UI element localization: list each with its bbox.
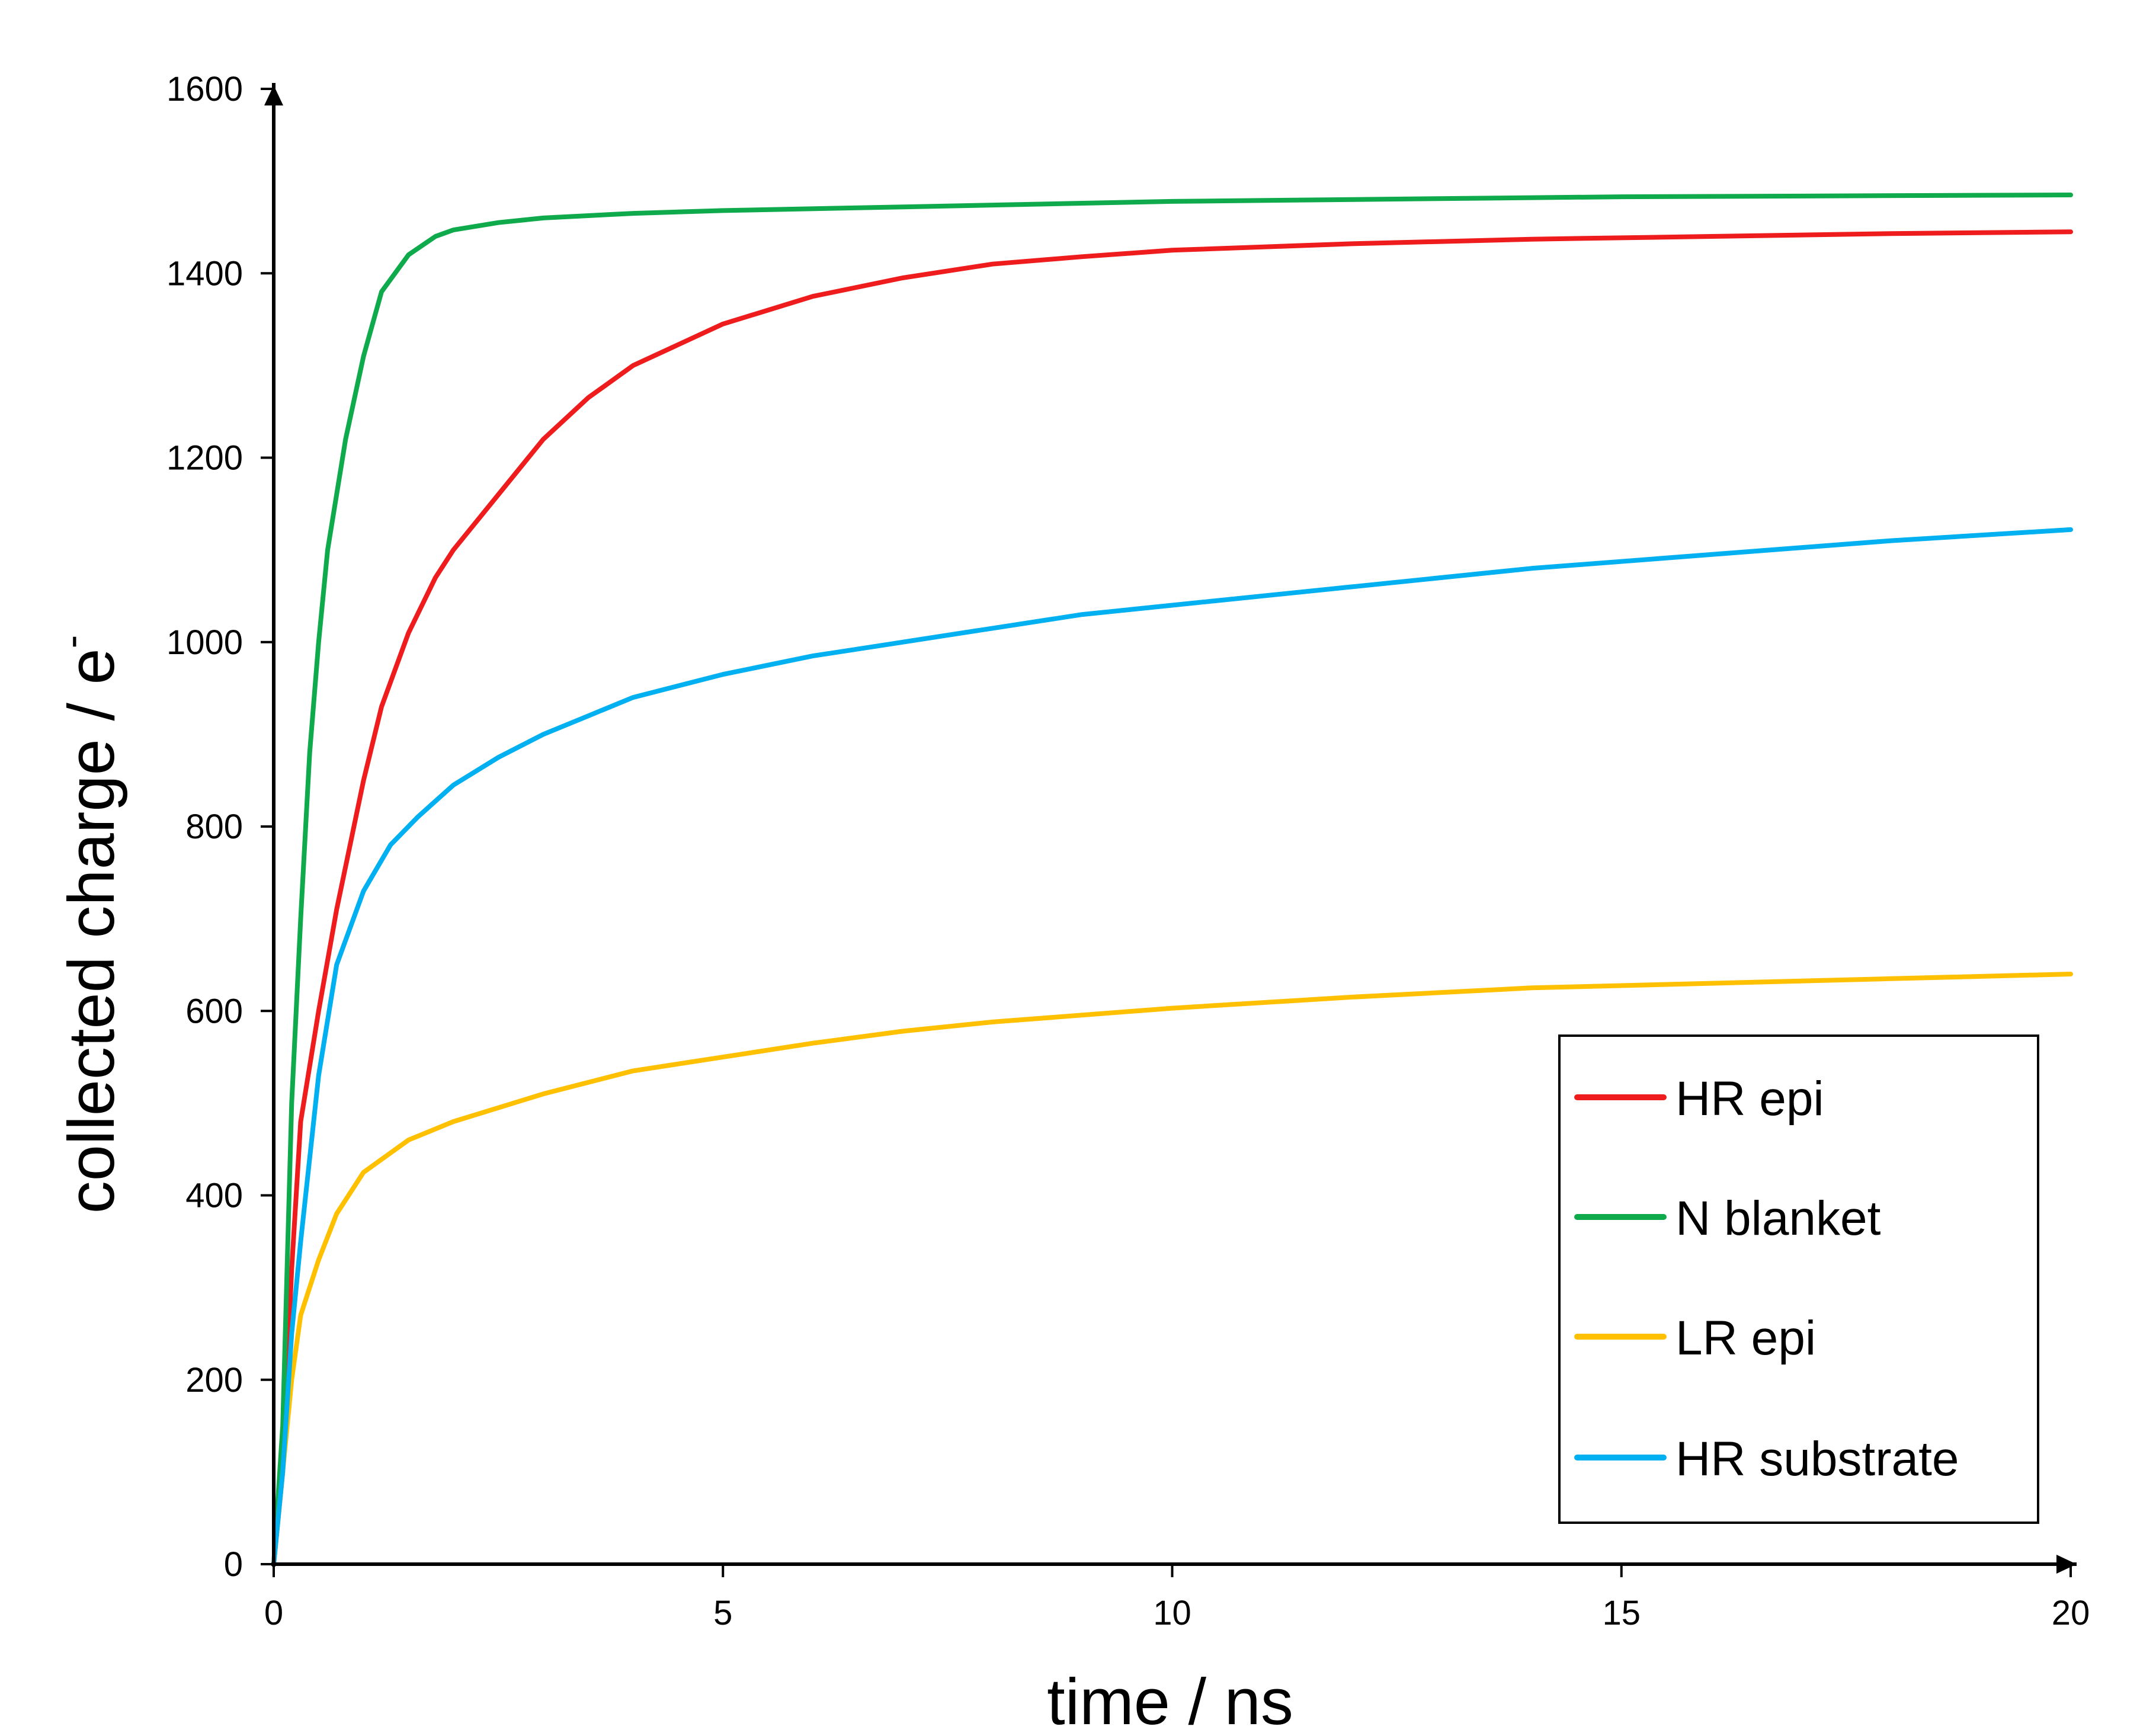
y-tick-label: 600 xyxy=(185,992,243,1030)
y-tick-label: 1000 xyxy=(166,623,243,662)
series-lines xyxy=(271,193,2073,1567)
legend-box xyxy=(1558,1034,2039,1524)
y-tick-label: 0 xyxy=(224,1545,243,1584)
y-axis-ticks: 0 200 400 600 800 1000 1200 1400 1600 xyxy=(166,70,274,1584)
y-tick-label: 1400 xyxy=(166,254,243,293)
series-line-hr-epi xyxy=(271,229,2073,1567)
y-tick-label: 800 xyxy=(185,808,243,846)
y-tick-label: 400 xyxy=(185,1177,243,1215)
x-axis-arrow-icon xyxy=(2056,1555,2077,1574)
legend: HR epi N blanket LR epi HR substrate xyxy=(1558,1034,2039,1524)
x-axis-ticks: 0 5 10 15 20 xyxy=(264,1564,2090,1632)
y-tick-label: 1600 xyxy=(166,70,243,108)
series-line-n-blanket xyxy=(271,193,2073,1567)
legend-items: HR epi N blanket LR epi HR substrate xyxy=(1574,1072,1959,1486)
series-line-lr-epi xyxy=(271,972,2073,1567)
y-axis-label-text: collected charge / e xyxy=(55,648,128,1213)
legend-label: LR epi xyxy=(1676,1311,1816,1365)
series-line-hr-substrate xyxy=(271,527,2073,1567)
y-tick-label: 200 xyxy=(185,1361,243,1399)
x-tick-label: 0 xyxy=(264,1594,283,1632)
y-axis-label-superscript: - xyxy=(49,635,94,649)
y-axis-label: collected charge / e- xyxy=(49,635,128,1214)
legend-label: HR substrate xyxy=(1676,1432,1959,1486)
x-tick-label: 20 xyxy=(2052,1594,2090,1632)
y-tick-label: 1200 xyxy=(166,439,243,478)
legend-label: HR epi xyxy=(1676,1072,1824,1126)
y-axis-arrow-icon xyxy=(264,85,283,105)
x-tick-label: 15 xyxy=(1602,1594,1641,1632)
x-tick-label: 5 xyxy=(713,1594,732,1632)
x-tick-label: 10 xyxy=(1153,1594,1191,1632)
x-axis-label: time / ns xyxy=(1047,1665,1293,1736)
legend-label: N blanket xyxy=(1676,1192,1881,1245)
